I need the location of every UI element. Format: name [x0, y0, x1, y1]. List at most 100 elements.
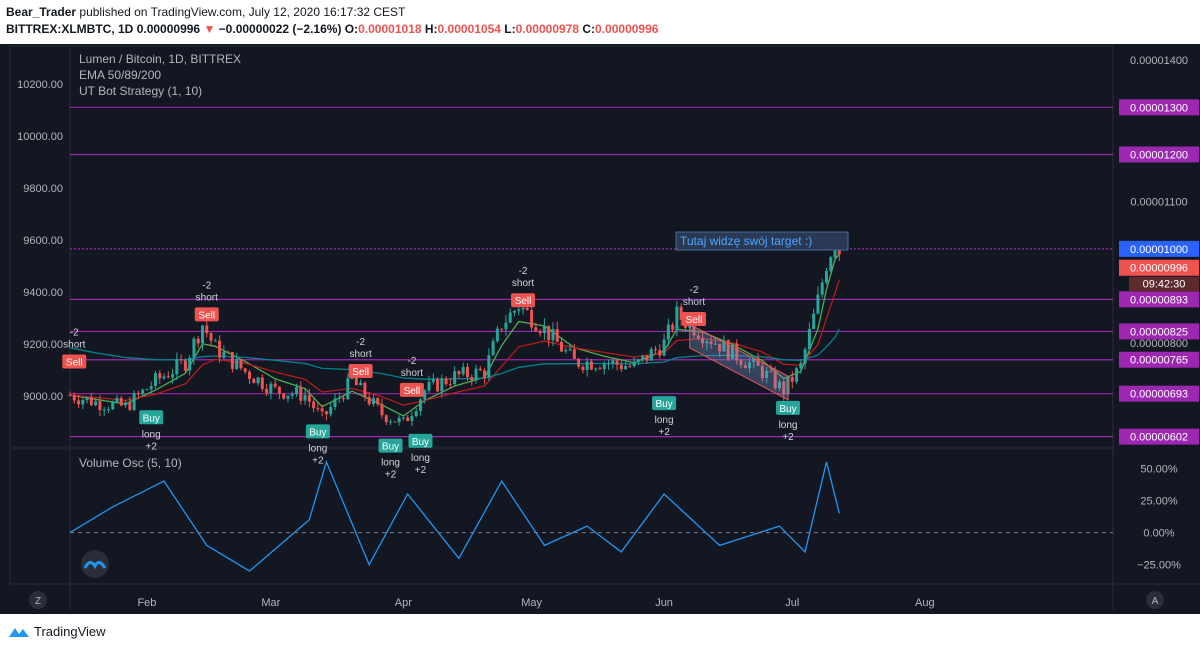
ema-line-ema-50	[69, 253, 840, 417]
candle-body	[577, 358, 581, 367]
candle-body	[320, 408, 324, 412]
zoom-corner-button[interactable]: Z	[29, 591, 47, 609]
candle-body	[132, 393, 136, 410]
candle-body	[119, 397, 123, 406]
candle-body	[551, 329, 555, 341]
candle-body	[504, 322, 508, 330]
osc-axis-tick: 25.00%	[1140, 495, 1178, 507]
signal-label: Buy	[655, 399, 672, 410]
signal-text: short	[683, 297, 705, 308]
annotation-box[interactable]	[675, 231, 849, 251]
signal-label: Sell	[198, 310, 215, 321]
candle-body	[286, 395, 290, 399]
signal-text: short	[350, 349, 372, 360]
level-label-bg	[1119, 323, 1199, 340]
signal-text: short	[512, 278, 534, 289]
time-axis-label: May	[521, 597, 542, 609]
candle-body	[371, 398, 375, 405]
candle-body	[312, 401, 316, 409]
countdown-label: 09:42:30	[1143, 279, 1186, 291]
last-price-bg	[1119, 259, 1199, 276]
candle-body	[401, 417, 405, 419]
chart-svg[interactable]: Sell-2shortBuylong+2Sell-2shortBuylong+2…	[0, 44, 1200, 614]
candle-body	[671, 324, 675, 330]
change-value: −0.00000022 (−2.16%)	[218, 22, 342, 36]
candle-body	[384, 415, 388, 423]
countdown-bg	[1129, 276, 1199, 292]
publish-line: Bear_Trader published on TradingView.com…	[6, 5, 405, 19]
candle-body	[636, 359, 640, 362]
author-name[interactable]: Bear_Trader	[6, 5, 77, 19]
signal-label: Buy	[779, 404, 796, 415]
candle-body	[739, 360, 743, 365]
candle-body	[773, 371, 777, 389]
candle-body	[530, 310, 534, 328]
legend-strategy[interactable]: UT Bot Strategy (1, 10)	[79, 84, 202, 98]
candle-body	[124, 402, 128, 406]
candle-body	[136, 393, 140, 395]
auto-scale-button[interactable]: A	[1146, 591, 1164, 609]
candle-body	[508, 312, 512, 323]
time-axis-label: Apr	[395, 597, 412, 609]
tradingview-logo-icon[interactable]	[81, 550, 109, 578]
left-axis-tick: 9600.00	[23, 235, 63, 247]
candle-body	[483, 370, 487, 378]
signal-text: long	[308, 443, 327, 454]
candle-body	[235, 358, 239, 369]
symbol-label: BITTREX:XLMBTC, 1D	[6, 22, 134, 36]
candle-body	[769, 370, 773, 372]
low-value: 0.00000978	[515, 22, 580, 36]
signal-text: short	[401, 368, 423, 379]
candle-body	[324, 411, 328, 415]
candle-body	[833, 247, 837, 258]
legend-ema[interactable]: EMA 50/89/200	[79, 68, 161, 82]
annotation-text: Tutaj widzę swój target :)	[680, 234, 812, 248]
candle-body	[512, 310, 516, 313]
candle-body	[376, 398, 380, 405]
level-label: 0.00001000	[1130, 244, 1188, 256]
footer-brand[interactable]: TradingView	[8, 624, 106, 639]
candle-body	[615, 360, 619, 365]
candle-body	[607, 363, 611, 365]
signal-text: -2	[70, 328, 79, 339]
signal-text: +2	[146, 441, 158, 452]
candle-body	[218, 340, 222, 358]
level-label: 0.00000893	[1130, 294, 1188, 306]
candle-body	[790, 376, 794, 382]
candle-body	[346, 378, 350, 400]
candle-body	[730, 343, 734, 359]
candle-body	[68, 395, 72, 397]
osc-axis-tick: −25.00%	[1137, 560, 1181, 572]
candle-body	[243, 368, 247, 372]
zoom-corner-label: Z	[35, 596, 41, 607]
candle-body	[213, 340, 217, 342]
legend-oscillator[interactable]: Volume Osc (5, 10)	[79, 456, 182, 470]
level-label: 0.00000765	[1130, 355, 1188, 367]
candle-body	[465, 366, 469, 378]
oscillator-line	[69, 459, 840, 572]
candle-body	[624, 366, 628, 370]
candle-body	[410, 415, 414, 422]
level-label-bg	[1119, 99, 1199, 116]
candle-body	[812, 313, 816, 329]
level-label-bg	[1119, 291, 1199, 308]
candle-body	[94, 401, 98, 406]
signal-label: Buy	[412, 437, 429, 448]
chart-area[interactable]: Sell -2 short Buy long +2 Sell -2 short Buy long +2…	[0, 44, 1200, 614]
signal-label: Buy	[143, 413, 160, 424]
candle-body	[654, 349, 658, 351]
candle-body	[649, 349, 653, 361]
candle-body	[196, 338, 200, 344]
candle-body	[803, 349, 807, 364]
candle-body	[342, 398, 346, 400]
candle-body	[166, 376, 170, 378]
signal-text: -2	[690, 285, 699, 296]
candle-body	[457, 371, 461, 375]
candle-body	[564, 350, 568, 352]
candle-body	[192, 338, 196, 358]
candle-body	[491, 341, 495, 356]
candle-body	[470, 377, 474, 381]
candle-body	[273, 383, 277, 387]
left-axis-tick: 10000.00	[17, 131, 63, 143]
signal-text: -2	[356, 337, 365, 348]
